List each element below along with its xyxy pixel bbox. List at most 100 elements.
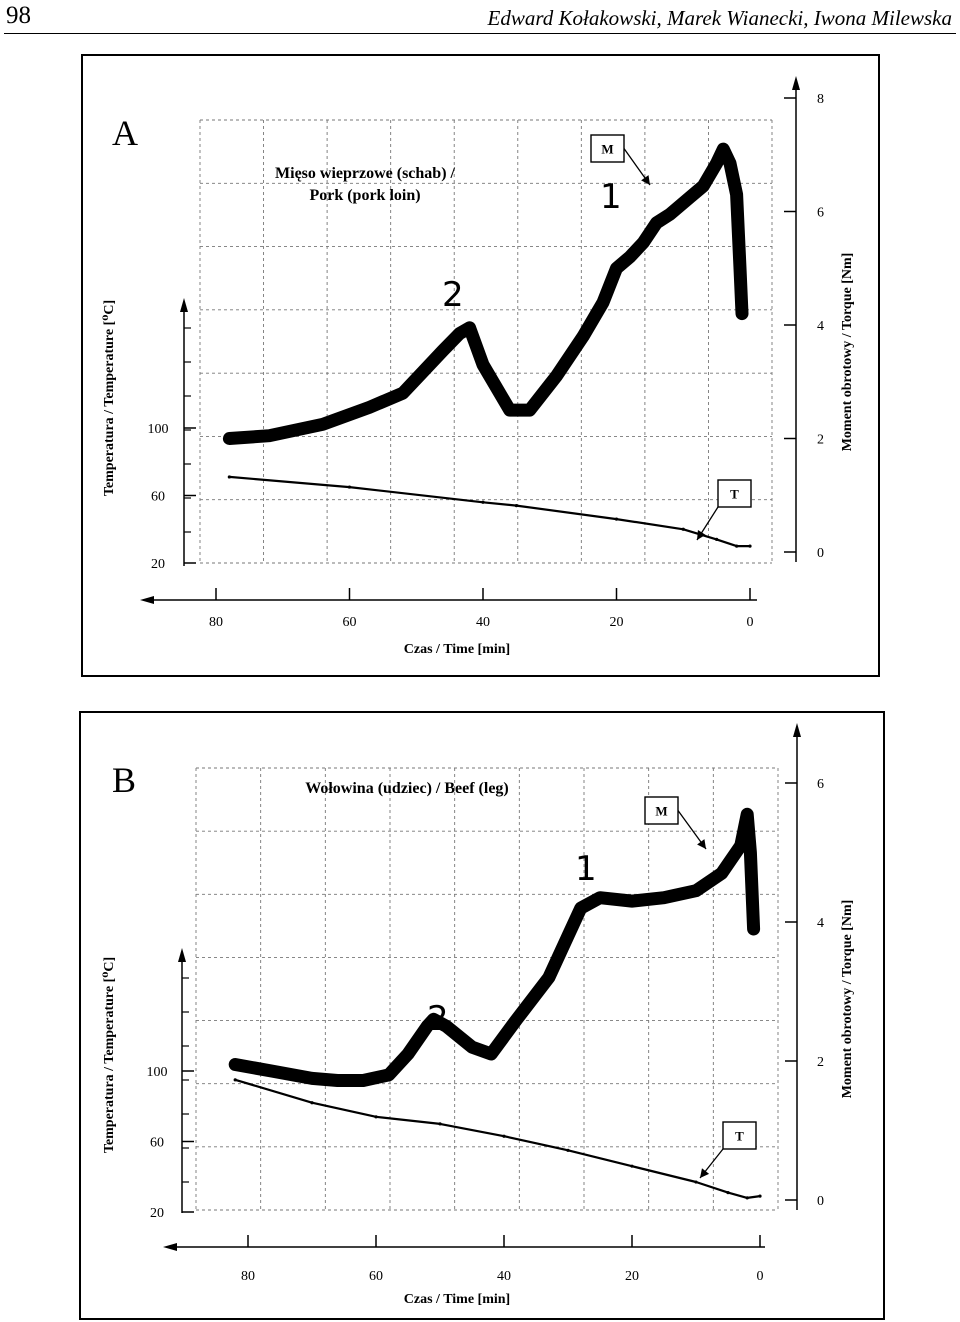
- chart-b-ylabel-right: Moment obrotowy / Torque [Nm]: [840, 900, 855, 1099]
- chart-a-callout-t-arrow-line: [696, 506, 719, 541]
- chart-a-series-t-point: [481, 500, 485, 504]
- chart-a-series-t-point: [347, 485, 352, 489]
- chart-b-x-tick-label: 40: [497, 1269, 511, 1284]
- chart-b-series-t-point: [374, 1115, 378, 1119]
- chart-a-x-tick-label: 20: [610, 615, 624, 630]
- page-authors: Edward Kołakowski, Marek Wianecki, Iwona…: [487, 6, 952, 30]
- chart-a-frame: [81, 54, 880, 677]
- chart-a-annotation-1: 1: [600, 177, 622, 217]
- chart-b-series-t-point: [630, 1164, 634, 1168]
- chart-a-y-left-tick-label: 20: [151, 557, 165, 572]
- chart-a-series-t-point: [715, 537, 719, 541]
- chart-a-x-axis-arrow: [140, 596, 154, 604]
- chart-b-x-axis-arrow: [163, 1243, 177, 1251]
- chart-b-callout-m-arrow-line: [677, 810, 707, 850]
- chart-a-ylabel-left: Temperatura / Temperature [⁰C]: [102, 300, 117, 496]
- chart-a-series: [222, 142, 752, 548]
- chart-b-ylabel-left: Temperatura / Temperature [⁰C]: [102, 957, 117, 1153]
- chart-b-series-t-point: [310, 1101, 314, 1105]
- chart-b-x-tick-label: 20: [625, 1269, 639, 1284]
- chart-a-xlabel: Czas / Time [min]: [404, 642, 510, 657]
- chart-b-callout-t-arrow-head: [700, 1168, 710, 1178]
- chart-a-callout-t-box: [717, 479, 752, 508]
- chart-a-callout-t-arrow-head: [697, 530, 706, 540]
- chart-b-title: Wołowina (udziec) / Beef (leg): [305, 780, 509, 797]
- chart-b-x-tick-label: 80: [241, 1269, 255, 1284]
- chart-b-annotation-1: 1: [575, 849, 597, 889]
- chart-b-grid: [195, 767, 779, 1211]
- chart-a-ylabel-right: Moment obrotowy / Torque [Nm]: [840, 253, 855, 452]
- chart-b-annotation-2: 2: [427, 999, 449, 1039]
- chart-a-series-t-point: [614, 517, 619, 521]
- chart-b-x-tick-label: 60: [369, 1269, 383, 1284]
- chart-b-y-right-axis-arrow: [793, 723, 801, 737]
- chart-a-callout-m-box: [590, 134, 625, 163]
- chart-a-x-tick-label: 40: [476, 615, 490, 630]
- chart-a-y-right-tick-label: 4: [817, 319, 824, 334]
- chart-a-y-left-tick-label: 100: [148, 422, 169, 437]
- chart-a-y-right-tick-label: 8: [817, 92, 824, 107]
- chart-b-callout-t-label: T: [735, 1129, 744, 1144]
- chart-a-y-left-tick-label: 60: [151, 490, 165, 505]
- chart-a-grid: [199, 119, 773, 564]
- chart-a-series-t-point: [735, 544, 739, 548]
- chart-a-y-right-tick-label: 6: [817, 206, 824, 221]
- chart-b-y-right-tick-label: 4: [817, 916, 824, 931]
- chart-b-y-left-axis-arrow: [178, 948, 186, 962]
- chart-b-series-t-line: [234, 1078, 762, 1199]
- chart-a-y-right-tick-label: 0: [817, 546, 824, 561]
- chart-b-series-t-point: [438, 1122, 442, 1126]
- chart-a-series-t-point: [227, 475, 231, 479]
- chart-b-series-t-point: [502, 1134, 506, 1138]
- chart-b-frame: [79, 711, 885, 1320]
- chart-a-panel-letter: A: [112, 113, 138, 153]
- chart-b-callout-m-arrow-head: [697, 839, 706, 849]
- chart-a-callout-t-label: T: [730, 487, 739, 502]
- chart-a-x-tick-label: 60: [343, 615, 357, 630]
- chart-b-y-left-tick-label: 20: [150, 1206, 164, 1221]
- chart-b-y-left-tick-label: 60: [150, 1136, 164, 1151]
- chart-b-panel-letter: B: [112, 760, 136, 800]
- chart-a-annotation-2: 2: [442, 275, 464, 315]
- chart-a-title-line2: Pork (pork loin): [309, 187, 420, 204]
- chart-a-x-tick-label: 0: [747, 615, 754, 630]
- chart-a-y-left-axis-arrow: [180, 298, 188, 312]
- chart-a-series-t-point: [514, 504, 518, 508]
- chart-b-series-m-line: [228, 807, 761, 1087]
- chart-b-x-tick-label: 0: [757, 1269, 764, 1284]
- chart-a-series-t-point: [681, 527, 685, 531]
- chart-a-series-t-line: [228, 475, 752, 548]
- chart-a-y-right-axis-arrow: [792, 76, 800, 90]
- chart-b-series-t-point: [745, 1196, 749, 1200]
- chart-a-callouts: MT: [590, 134, 752, 541]
- chart-b-series-t-point: [758, 1194, 762, 1198]
- chart-b-xlabel: Czas / Time [min]: [404, 1292, 510, 1307]
- chart-b-callouts: MT: [644, 796, 757, 1179]
- chart-a-callout-m-label: M: [601, 142, 613, 157]
- chart-b-callout-t-box: [722, 1121, 757, 1150]
- chart-b-y-right-tick-label: 2: [817, 1055, 824, 1070]
- chart-a-series-m-line: [222, 142, 749, 445]
- page-header: 98 Edward Kołakowski, Marek Wianecki, Iw…: [0, 0, 960, 40]
- chart-a-callout-m-arrow-head: [641, 175, 650, 185]
- chart-b-callout-t-arrow-line: [699, 1148, 724, 1179]
- page-number: 98: [6, 2, 31, 29]
- chart-a-title-line1: Mięso wieprzowe (schab) /: [275, 165, 456, 182]
- chart-b-callout-m-label: M: [655, 804, 667, 819]
- chart-b-y-right-tick-label: 0: [817, 1194, 824, 1209]
- chart-b-series-t-point: [726, 1191, 730, 1195]
- chart-a-x-tick-label: 80: [209, 615, 223, 630]
- chart-b-series-t-point: [566, 1148, 570, 1152]
- chart-a-series-t-point: [748, 544, 752, 548]
- chart-b-y-left-tick-label: 100: [147, 1065, 168, 1080]
- header-rule: [4, 33, 956, 34]
- chart-a-callout-m-arrow-line: [623, 148, 651, 186]
- chart-b-callout-m-box: [644, 796, 679, 825]
- chart-b-series: [228, 807, 762, 1200]
- chart-a-y-right-tick-label: 2: [817, 433, 824, 448]
- chart-b-y-right-tick-label: 6: [817, 777, 824, 792]
